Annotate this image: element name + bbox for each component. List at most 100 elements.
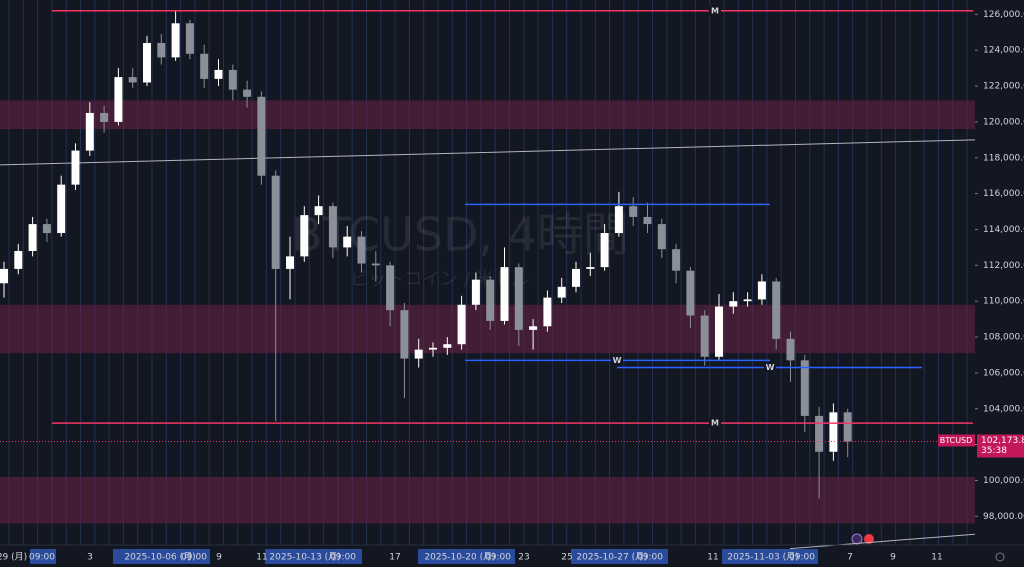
time-label-highlight <box>418 549 515 564</box>
y-tick-label: 124,000.00 <box>983 46 1024 56</box>
y-tick-label: 108,000.00 <box>983 333 1024 343</box>
candle-body <box>643 216 652 225</box>
candle-body <box>800 360 809 416</box>
x-tick-label: 11 <box>707 553 718 563</box>
background-layer <box>0 0 975 545</box>
candle-body <box>600 233 609 268</box>
x-tick-label: 09:00 <box>637 553 663 563</box>
x-tick-label: 09:00 <box>330 553 356 563</box>
candle-body <box>228 69 237 90</box>
candle-body <box>400 310 409 359</box>
level-label-bg <box>709 418 721 429</box>
x-tick-label: 29 (月) <box>0 552 27 563</box>
candle-body <box>715 306 723 357</box>
symbol-tag: BTCUSD <box>940 436 973 445</box>
candle-body <box>157 43 166 58</box>
candle-body <box>42 224 51 234</box>
x-tick-label: 3 <box>87 553 93 563</box>
candle-body <box>772 281 781 339</box>
time-label-highlight <box>265 549 362 564</box>
candle-body <box>71 150 80 185</box>
candle-body <box>243 89 252 97</box>
candle-body <box>286 256 294 269</box>
candle-body <box>443 344 452 348</box>
candle-body <box>657 224 666 250</box>
candle-body <box>629 206 638 217</box>
level-label-bg <box>611 355 623 366</box>
level-label-bg <box>709 5 721 16</box>
x-tick-label: 09:00 <box>29 553 55 563</box>
candle-body <box>614 206 623 234</box>
candle-body <box>529 326 538 330</box>
candle-body <box>85 112 94 151</box>
level-label: W <box>766 363 775 372</box>
candle-body <box>214 69 223 79</box>
level-label: M <box>711 419 719 428</box>
candle-body <box>357 236 366 264</box>
candle-body <box>686 270 695 316</box>
candle-body <box>185 23 194 54</box>
candle-body <box>100 112 109 122</box>
y-tick-label: 98,000.00 <box>983 512 1024 522</box>
candle-body <box>171 23 180 58</box>
last-price-bg <box>977 434 1024 458</box>
y-tick-label: 112,000.00 <box>983 261 1024 271</box>
settings-icon[interactable] <box>995 552 1005 562</box>
x-tick-label: 11 <box>256 553 267 563</box>
x-tick-label: 09:00 <box>485 553 511 563</box>
event-icon[interactable] <box>864 534 874 544</box>
last-price-label: 102,173.82 <box>981 436 1024 446</box>
watermark-title: BTCUSD, 4時間 <box>291 208 629 262</box>
candle-body <box>114 77 123 122</box>
candle-body <box>829 412 838 452</box>
time-label-highlight <box>722 549 818 564</box>
x-tick-label: 17 <box>389 553 400 563</box>
candle-body <box>786 338 795 361</box>
candle-body <box>0 268 8 284</box>
candle-body <box>57 184 66 234</box>
watermark-subtitle: ビットコイン / 米ドル <box>350 269 530 290</box>
candle-body <box>471 279 480 305</box>
x-tick-label: 7 <box>847 553 853 563</box>
y-tick-label: 126,000.00 <box>983 10 1024 20</box>
y-tick-label: 106,000.00 <box>983 368 1024 378</box>
zone <box>0 476 975 524</box>
y-tick-label: 122,000.00 <box>983 82 1024 92</box>
y-tick-label: 104,000.00 <box>983 404 1024 414</box>
x-tick-label: 2025-10-13 (月) <box>269 552 340 563</box>
candle-body <box>557 286 566 298</box>
candle-body <box>843 412 852 442</box>
y-tick-label: 118,000.00 <box>983 153 1024 163</box>
candle-body <box>300 215 309 257</box>
x-tick-label: 23 <box>518 553 529 563</box>
countdown: 35:38 <box>981 446 1007 456</box>
x-tick-label: 2025-10-06 (月) <box>124 552 195 563</box>
x-tick-label: 11 <box>931 553 942 563</box>
symbol-tag-bg <box>938 434 975 447</box>
candle-body <box>700 315 709 357</box>
y-tick-label: 120,000.00 <box>983 117 1024 127</box>
candle-body <box>128 77 137 83</box>
candle-body <box>429 347 437 350</box>
candle-body <box>543 297 552 327</box>
candle-body <box>14 250 23 269</box>
event-icon[interactable] <box>851 533 863 545</box>
x-tick-label: 2025-10-20 (月) <box>424 552 495 563</box>
candle-body <box>343 236 352 248</box>
level-label-bg <box>764 362 776 373</box>
candle-body <box>757 281 766 300</box>
trendline <box>0 139 976 166</box>
y-tick-label: 110,000.00 <box>983 297 1024 307</box>
candle-body <box>815 415 824 452</box>
y-tick-label: 114,000.00 <box>983 225 1024 235</box>
x-tick-label: 9 <box>890 553 896 563</box>
candle-body <box>414 349 423 359</box>
candle-body <box>314 206 323 216</box>
candle-body <box>28 224 37 251</box>
candle-body <box>586 267 595 269</box>
candle-body <box>743 299 752 302</box>
candle-body <box>200 53 209 79</box>
candle-body <box>257 96 266 176</box>
